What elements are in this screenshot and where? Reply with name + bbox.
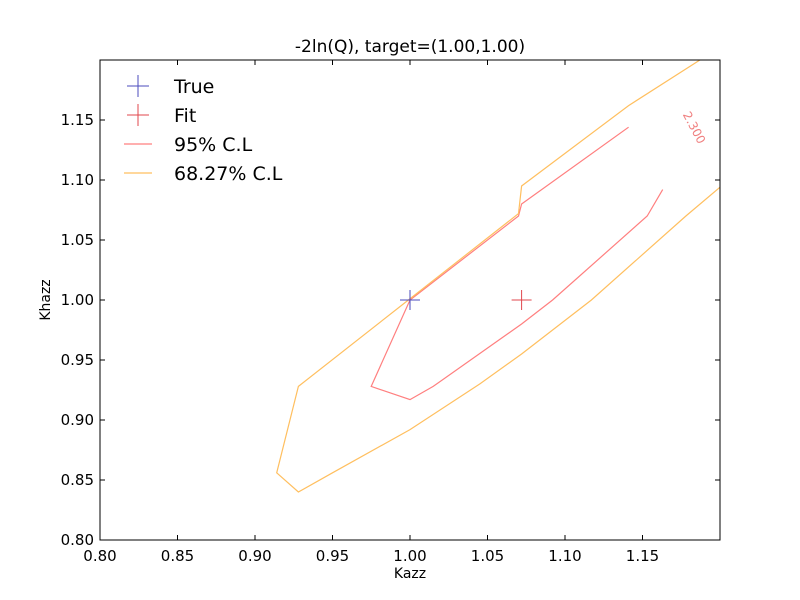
y-tick-label: 1.00 [61, 291, 94, 309]
x-tick-label: 0.95 [316, 547, 349, 565]
legend-item-3: 95% C.L [124, 134, 253, 156]
x-axis: 0.80 0.85 0.90 0.95 1.00 1.05 1.10 1.15 [83, 60, 659, 565]
contour-line-95-1 [409, 126, 629, 301]
svg-text:68.27% C.L: 68.27% C.L [174, 163, 283, 185]
y-tick-label: 0.80 [61, 531, 94, 549]
legend-item-2: Fit [127, 104, 196, 127]
contour-line-68-2 [276, 186, 720, 493]
legend: True Fit 95% C.L 68.27% C.L [124, 75, 283, 185]
legend-item-1: True [127, 75, 214, 98]
y-axis-label: Khazz [38, 279, 54, 320]
svg-text:True: True [173, 76, 214, 98]
contour-level-label: 2.300 [680, 109, 708, 146]
x-tick-label: 0.80 [83, 547, 116, 565]
y-axis: 0.80 0.85 0.90 0.95 1.00 1.05 1.10 1.15 [61, 111, 720, 549]
point-true [400, 290, 420, 310]
x-tick-label: 0.85 [161, 547, 194, 565]
y-tick-label: 1.10 [61, 171, 94, 189]
svg-text:95% C.L: 95% C.L [174, 134, 253, 156]
y-tick-label: 1.15 [61, 111, 94, 129]
y-tick-label: 1.05 [61, 231, 94, 249]
y-tick-label: 0.95 [61, 351, 94, 369]
x-tick-label: 0.90 [238, 547, 271, 565]
chart-title: -2ln(Q), target=(1.00,1.00) [295, 37, 525, 57]
x-axis-label: Kazz [394, 566, 426, 582]
y-tick-label: 0.85 [61, 471, 94, 489]
svg-text:Fit: Fit [174, 105, 196, 127]
x-tick-label: 1.05 [471, 547, 504, 565]
x-tick-label: 1.10 [548, 547, 581, 565]
y-tick-label: 0.90 [61, 411, 94, 429]
contour-line-95-2 [370, 189, 664, 401]
x-tick-label: 1.00 [393, 547, 426, 565]
contour-line-68-1 [408, 60, 701, 301]
x-tick-label: 1.15 [626, 547, 659, 565]
point-fit [511, 290, 532, 310]
legend-item-4: 68.27% C.L [124, 163, 283, 185]
